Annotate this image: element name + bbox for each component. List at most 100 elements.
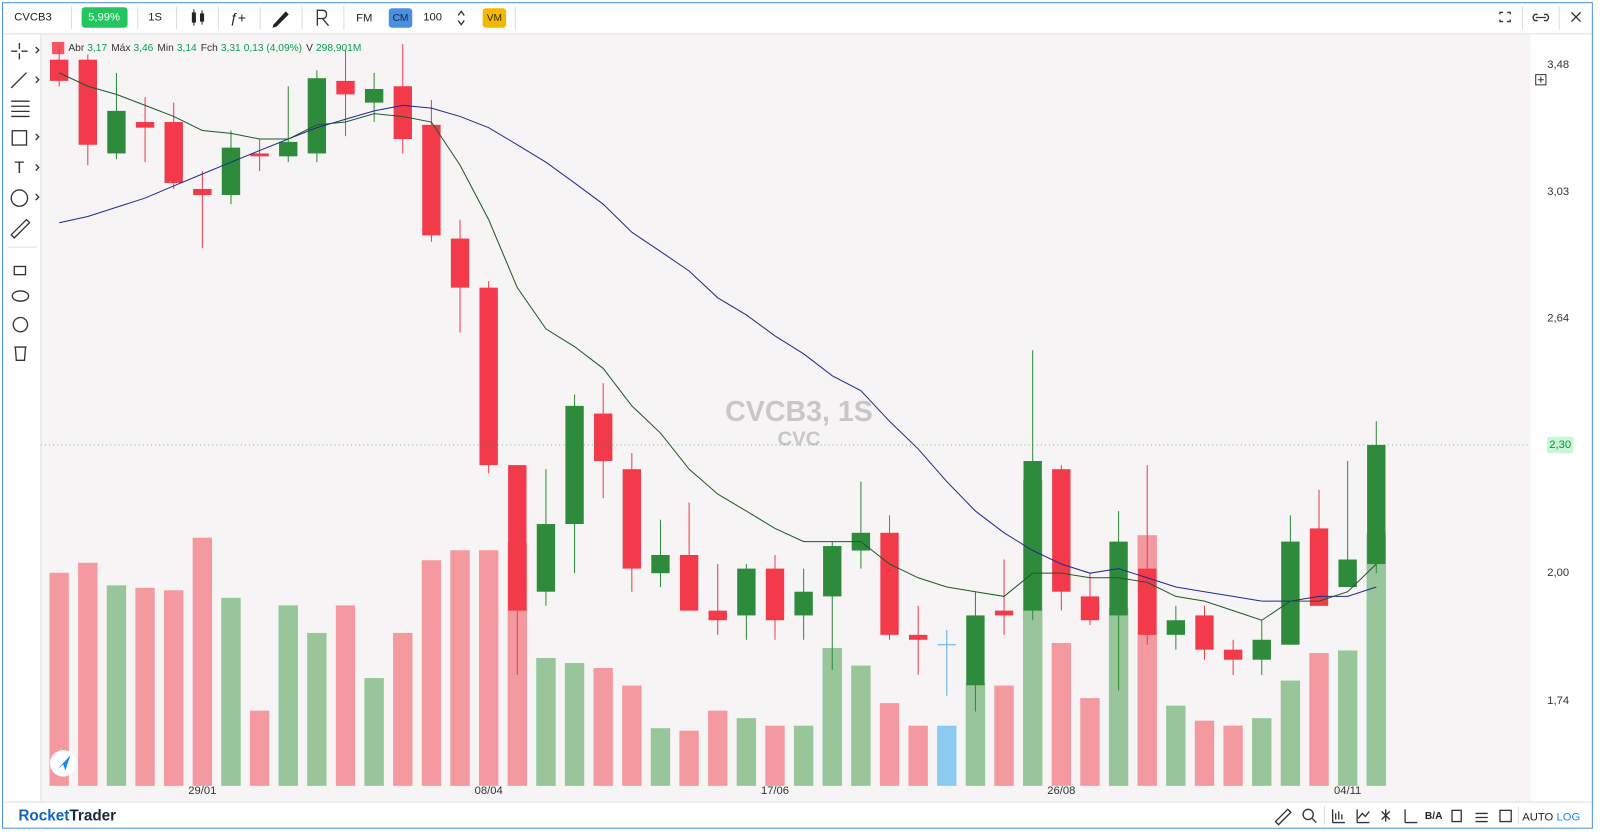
tool-arrows <box>35 46 40 201</box>
volume-bar <box>393 632 413 786</box>
fib-tool[interactable] <box>11 100 30 118</box>
legend-value: 3,17 <box>87 43 107 54</box>
interval-button[interactable]: 1S <box>148 11 162 23</box>
volume-bar <box>78 562 98 786</box>
volume-bar <box>937 725 957 786</box>
zoom-handle <box>1311 818 1317 824</box>
volume-bar <box>1166 705 1186 786</box>
text-tool[interactable]: T <box>14 159 24 177</box>
candle-body <box>250 153 269 157</box>
link-button[interactable] <box>1532 13 1550 22</box>
watermark-title: CVCB3, 1S <box>725 396 873 428</box>
candle-body <box>1166 620 1186 635</box>
lock-button[interactable] <box>13 265 27 276</box>
help-button[interactable] <box>12 316 29 333</box>
zoom-button[interactable] <box>1302 808 1314 821</box>
fm-button[interactable]: FM <box>356 12 372 24</box>
volume-bar <box>1366 532 1386 786</box>
candle-body <box>1223 649 1243 660</box>
count-input[interactable]: 100 <box>423 11 442 23</box>
lines-button[interactable] <box>1356 809 1370 824</box>
volume-bar <box>708 710 728 786</box>
close-button[interactable] <box>1570 11 1582 23</box>
candle-body <box>880 532 899 635</box>
shape-tool[interactable] <box>11 130 28 146</box>
candle-body <box>651 555 670 574</box>
volume-bar <box>249 710 270 786</box>
candle-body <box>1309 528 1329 606</box>
volume-bar <box>564 663 585 786</box>
y-tick-label: 3,03 <box>1547 186 1569 198</box>
cm-text: CM <box>393 13 409 24</box>
candle-body <box>565 405 584 525</box>
scale-button-plus <box>1537 76 1544 83</box>
candle-body <box>78 59 97 145</box>
candle-body <box>1338 559 1357 588</box>
nav-icon <box>57 755 71 771</box>
candle-body <box>364 88 384 103</box>
volume-bar <box>793 725 814 786</box>
candle-body <box>479 287 498 466</box>
y-tick-label: 1,74 <box>1547 695 1569 707</box>
ohlc-legend: Abr 3,17 Máx 3,46 Min 3,14 Fch 3,31 0,13 (4,09%)… <box>68 43 361 54</box>
volume-bar <box>364 678 384 786</box>
legend-value: 298,901M <box>316 43 361 54</box>
axis-button[interactable] <box>1404 809 1418 824</box>
emoji-tool[interactable] <box>10 189 29 207</box>
volume-bar <box>622 685 642 786</box>
candle-body <box>1109 541 1128 616</box>
top-toolbar: CVCB3 5,99% 1S ƒ+ FM CM 100 VM <box>14 6 1582 30</box>
volume-bar <box>1309 652 1329 786</box>
candle-body <box>708 610 727 621</box>
candle-body <box>908 634 928 640</box>
volume-bar <box>1108 607 1129 786</box>
volume-bar <box>908 725 928 786</box>
volume-bar <box>478 550 499 786</box>
scale-button[interactable] <box>1535 74 1547 86</box>
crosshair-tool[interactable] <box>11 42 28 60</box>
symbol[interactable]: CVCB3 <box>14 11 51 23</box>
bid-ask-button[interactable]: B/A <box>1425 811 1443 822</box>
log-button[interactable]: LOG <box>1557 811 1581 823</box>
volume-bar <box>278 605 298 786</box>
delete-button[interactable] <box>14 346 27 362</box>
cm-badge[interactable] <box>388 8 413 28</box>
moving-average <box>59 104 1377 602</box>
last-price-label: 2,30 <box>1549 439 1571 451</box>
ruler-tool[interactable] <box>10 218 31 239</box>
volume-bar <box>1280 680 1301 786</box>
draw-button[interactable] <box>272 11 289 28</box>
book-button[interactable] <box>1451 809 1462 823</box>
scatter-button[interactable] <box>1381 809 1391 822</box>
y-tick-label: 2,00 <box>1547 567 1569 579</box>
vm-badge[interactable] <box>482 8 507 28</box>
candle-body <box>823 546 842 597</box>
volume-bar <box>421 560 442 786</box>
candle-body <box>450 238 470 288</box>
legend-label: Abr <box>68 43 84 54</box>
panel-button[interactable] <box>1499 809 1512 823</box>
candle-body <box>1281 541 1300 645</box>
change-text: 5,99% <box>88 11 120 23</box>
candle-body <box>765 568 785 621</box>
count-stepper[interactable] <box>457 10 465 26</box>
volume-bar <box>536 658 556 786</box>
fullscreen-button[interactable] <box>1499 11 1511 23</box>
ruler-button[interactable] <box>1274 808 1292 826</box>
auto-button[interactable]: AUTO <box>1522 811 1553 823</box>
volume-bar <box>593 668 613 786</box>
visibility-button[interactable] <box>11 290 30 302</box>
candle-body <box>994 610 1014 616</box>
bars-button[interactable] <box>1331 809 1345 824</box>
list-button[interactable] <box>1475 812 1488 823</box>
candle-body <box>536 524 556 592</box>
brand-part: Rocket <box>18 808 69 825</box>
indicators-button[interactable]: ƒ+ <box>230 10 246 26</box>
replay-button[interactable] <box>316 9 330 27</box>
line-tool[interactable] <box>10 72 27 89</box>
candle-type-button[interactable] <box>191 9 205 26</box>
volume-bar <box>1223 725 1243 786</box>
volume-bar <box>221 597 241 786</box>
volume-bar <box>450 550 470 786</box>
